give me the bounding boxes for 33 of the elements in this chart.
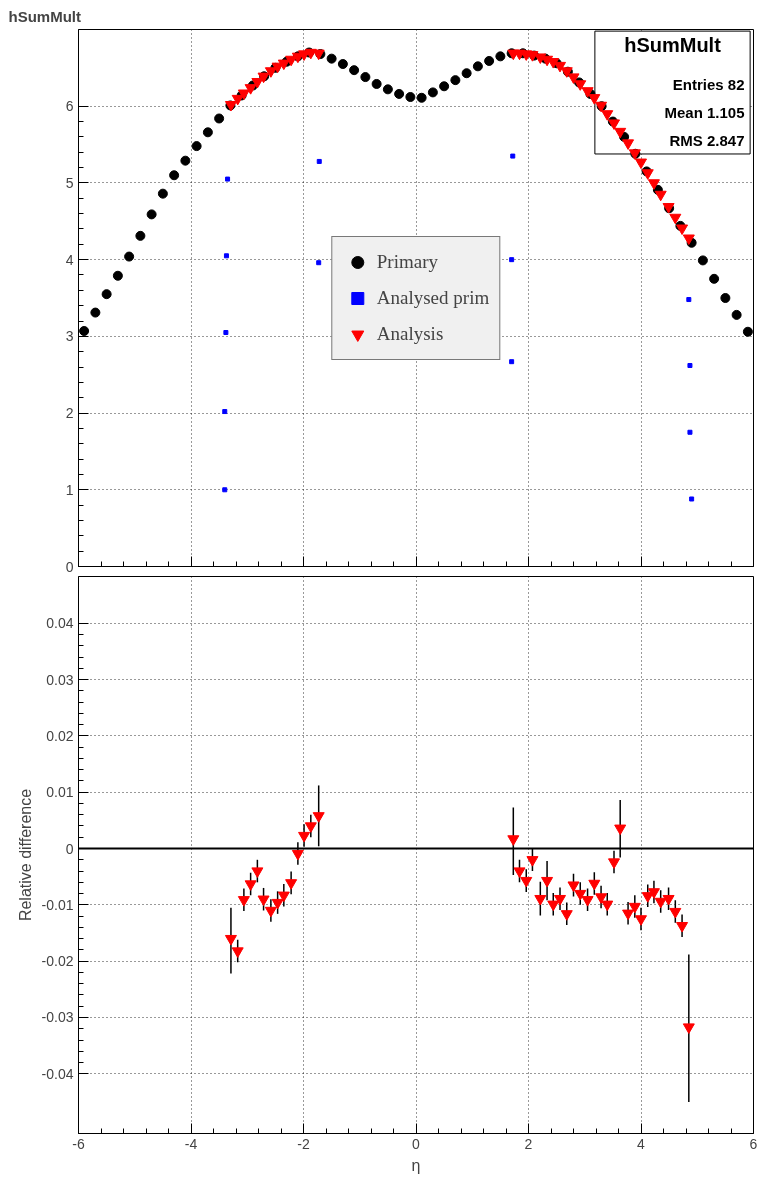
annotation: Entries 82 bbox=[672, 75, 745, 93]
y-tick-label: -0.01 bbox=[41, 896, 74, 913]
annotation: RMS 2.847 bbox=[669, 131, 745, 149]
y-tick-label: 0.02 bbox=[46, 727, 74, 744]
y-tick-label: 6 bbox=[65, 98, 74, 115]
legend-label: Primary bbox=[376, 250, 439, 273]
y-axis-title: Relative difference bbox=[16, 788, 34, 922]
x-tick-label: -6 bbox=[72, 1135, 85, 1152]
y-tick-label: 1 bbox=[65, 481, 74, 498]
y-tick-label: 5 bbox=[65, 174, 74, 191]
y-tick-label: 0 bbox=[65, 558, 74, 575]
x-tick-label: 2 bbox=[524, 1135, 533, 1152]
annotation: Mean 1.105 bbox=[664, 103, 745, 121]
y-tick-label: 2 bbox=[65, 405, 74, 422]
x-tick-label: 0 bbox=[412, 1135, 421, 1152]
y-tick-label: -0.03 bbox=[41, 1009, 74, 1026]
y-tick-label: -0.04 bbox=[41, 1065, 74, 1082]
legend-label: Analysis bbox=[376, 322, 444, 345]
y-tick-label: 3 bbox=[65, 328, 74, 345]
y-tick-label: 4 bbox=[65, 251, 74, 268]
legend-label: Analysed prim bbox=[376, 286, 490, 309]
y-tick-label: 0.03 bbox=[46, 671, 74, 688]
chart-title: hSumMult bbox=[8, 7, 81, 25]
y-tick-label: 0 bbox=[65, 840, 74, 857]
x-axis-title: η bbox=[411, 1156, 421, 1174]
y-tick-label: 0.04 bbox=[46, 615, 74, 632]
x-tick-label: 6 bbox=[749, 1135, 758, 1152]
x-tick-label: -4 bbox=[184, 1135, 198, 1152]
y-tick-label: 0.01 bbox=[46, 784, 74, 801]
x-tick-label: -2 bbox=[297, 1135, 310, 1152]
y-tick-label: -0.02 bbox=[41, 953, 74, 970]
x-tick-label: 4 bbox=[637, 1135, 646, 1152]
annotation: hSumMult bbox=[624, 34, 722, 57]
